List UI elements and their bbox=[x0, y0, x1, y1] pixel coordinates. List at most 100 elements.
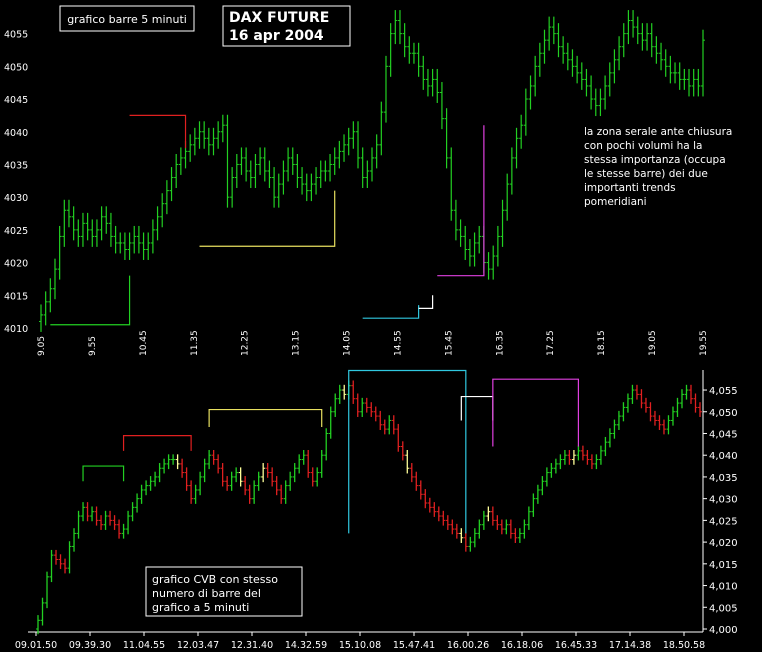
y-tick-label: 4,025 bbox=[709, 516, 738, 527]
ohlc-bar bbox=[612, 49, 617, 84]
y-tick-label: 4,015 bbox=[709, 560, 738, 571]
cvb-bar bbox=[549, 463, 554, 478]
cvb-label-line: grafico CVB con stesso bbox=[152, 573, 278, 586]
cvb-bar bbox=[625, 393, 630, 413]
ohlc-bar bbox=[118, 232, 123, 254]
x-tick-label: 14.55 bbox=[393, 330, 403, 356]
x-tick-label: 12.31.40 bbox=[231, 640, 273, 651]
ohlc-bar bbox=[43, 291, 48, 326]
ohlc-bar bbox=[523, 88, 528, 136]
ohlc-bar bbox=[197, 121, 202, 149]
cvb-bar bbox=[643, 397, 648, 413]
x-tick-label: 12.25 bbox=[241, 330, 251, 356]
x-tick-label: 14.05 bbox=[343, 330, 353, 356]
top-label-text: grafico barre 5 minuti bbox=[67, 13, 187, 26]
ohlc-bar bbox=[421, 55, 426, 90]
ohlc-bar bbox=[94, 219, 99, 247]
cvb-bar bbox=[76, 510, 81, 539]
x-tick-label: 09.01.50 bbox=[15, 640, 57, 651]
ohlc-bar bbox=[52, 258, 57, 300]
cvb-bar bbox=[324, 428, 329, 461]
cvb-bar bbox=[612, 419, 617, 439]
cvb-bar bbox=[180, 458, 185, 478]
ohlc-bar bbox=[598, 88, 603, 117]
top-label-box bbox=[59, 5, 195, 32]
cvb-bar bbox=[301, 449, 306, 465]
ohlc-bar bbox=[603, 75, 608, 110]
cvb-bar bbox=[616, 410, 621, 431]
cvb-bar bbox=[585, 449, 590, 465]
cvb-bar bbox=[81, 502, 86, 522]
y-tick-label: 4,000 bbox=[709, 625, 738, 636]
cvb-bar bbox=[463, 532, 468, 552]
cvb-bar bbox=[459, 528, 464, 543]
ohlc-bar bbox=[453, 199, 458, 241]
ohlc-bar bbox=[225, 114, 230, 208]
bottom-y-axis: 4,055 4,050 4,045 4,040 4,035 4,030 4,025 4,020… bbox=[703, 386, 738, 636]
ohlc-bar bbox=[542, 29, 547, 64]
cvb-bar bbox=[423, 489, 428, 509]
ohlc-bar bbox=[547, 16, 552, 51]
ohlc-bar bbox=[649, 23, 654, 58]
cvb-bar bbox=[94, 506, 99, 526]
cvb-bar bbox=[382, 419, 387, 435]
bottom-x-axis: 09.01.50 09.39.30 11.04.55 12.03.47 12.31.40… bbox=[15, 632, 705, 651]
ohlc-bar bbox=[230, 167, 235, 208]
cvb-bar bbox=[229, 471, 234, 491]
cvb-bar bbox=[373, 406, 378, 422]
ohlc-bar bbox=[407, 36, 412, 64]
cvb-bar bbox=[270, 467, 275, 487]
ohlc-bar bbox=[85, 212, 90, 241]
bracket bbox=[348, 369, 467, 534]
cvb-bar bbox=[508, 519, 513, 539]
ohlc-bar bbox=[304, 173, 309, 202]
cvb-bar bbox=[693, 393, 698, 413]
y-tick-label: 4020 bbox=[4, 259, 28, 270]
ohlc-bar bbox=[411, 42, 416, 64]
ohlc-bar bbox=[178, 147, 183, 175]
top-x-axis: 9.05 9.55 10.45 11.35 12.25 13.15 14.05 14.55 15… bbox=[37, 330, 709, 356]
cvb-bar bbox=[531, 493, 536, 517]
cvb-bar bbox=[679, 389, 684, 409]
ohlc-bar bbox=[332, 147, 337, 175]
y-tick-label: 4,035 bbox=[709, 473, 738, 484]
cvb-bar bbox=[477, 519, 482, 539]
cvb-bar bbox=[220, 463, 225, 487]
ohlc-bar bbox=[132, 225, 137, 254]
ohlc-bar bbox=[62, 199, 67, 247]
ohlc-bar bbox=[500, 199, 505, 247]
ohlc-bar bbox=[248, 160, 253, 189]
ohlc-bar bbox=[220, 114, 225, 143]
cvb-bar bbox=[513, 528, 518, 543]
ohlc-bar bbox=[640, 23, 645, 51]
cvb-bar bbox=[171, 454, 176, 465]
ohlc-bar bbox=[90, 219, 95, 247]
ohlc-bar bbox=[393, 10, 398, 45]
x-tick-label: 09.39.30 bbox=[69, 640, 111, 651]
bracket bbox=[492, 378, 580, 447]
ohlc-bar bbox=[659, 42, 664, 71]
bracket bbox=[418, 295, 434, 309]
cvb-bar bbox=[166, 454, 171, 470]
ohlc-bar bbox=[696, 68, 701, 97]
ohlc-bar bbox=[565, 42, 570, 71]
cvb-bar bbox=[175, 454, 180, 470]
ohlc-bar bbox=[276, 173, 281, 208]
y-tick-label: 4,010 bbox=[709, 582, 738, 593]
cvb-bar bbox=[396, 423, 401, 452]
cvb-bar bbox=[297, 454, 302, 474]
ohlc-bar bbox=[127, 232, 132, 260]
cvb-bar bbox=[495, 515, 500, 530]
ohlc-bar bbox=[425, 68, 430, 97]
cvb-bar bbox=[337, 384, 342, 404]
ohlc-bar bbox=[80, 212, 85, 247]
ohlc-bar bbox=[323, 160, 328, 182]
y-tick-label: 4050 bbox=[4, 62, 28, 73]
bottom-cvb-panel: 4,055 4,050 4,045 4,040 4,035 4,030 4,025 4,020… bbox=[15, 369, 738, 651]
ohlc-bar bbox=[295, 153, 300, 189]
cvb-bar bbox=[688, 384, 693, 404]
cvb-bar bbox=[657, 415, 662, 431]
cvb-bar bbox=[540, 476, 545, 496]
cvb-bar bbox=[135, 493, 140, 513]
ohlc-bar bbox=[668, 55, 673, 84]
